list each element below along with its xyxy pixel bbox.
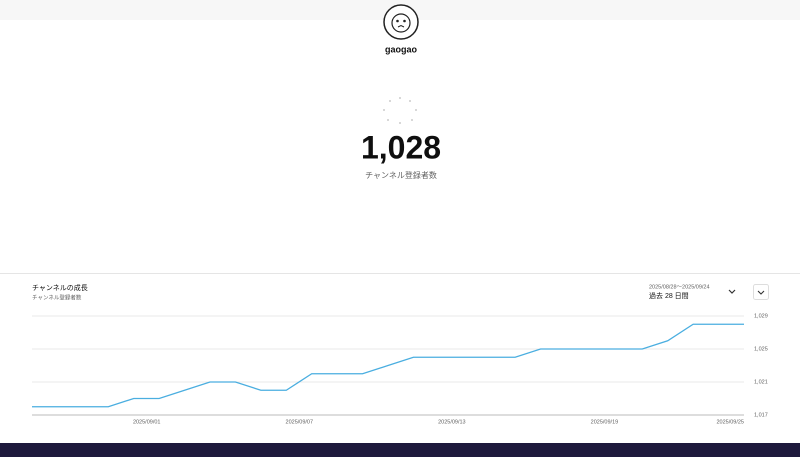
expand-button[interactable] [753,284,769,300]
period-dropdown[interactable] [728,289,736,294]
y-tick-label: 1,017 [754,412,768,418]
loading-spinner [383,97,417,124]
bottom-bar [0,443,800,457]
chart-subtitle: チャンネル登録者数 [32,293,82,301]
subscriber-label: チャンネル登録者数 [365,170,437,180]
subscriber-count: 1,028 [361,129,441,165]
x-tick-label: 2025/09/25 [716,419,744,425]
y-tick-label: 1,021 [754,379,768,385]
line-series [32,323,744,408]
x-tick-label: 2025/09/07 [286,419,314,425]
channel-name: gaogao [385,44,418,54]
x-tick-label: 2025/09/01 [133,419,161,425]
date-range: 2025/08/28～2025/09/24 [649,284,710,290]
period: 過去 28 日間 [649,291,689,300]
avatar[interactable] [383,4,419,40]
y-tick-label: 1,025 [754,346,768,352]
y-tick-label: 1,029 [754,313,768,319]
x-tick-label: 2025/09/13 [438,419,466,425]
chart-title: チャンネルの成長 [32,283,88,292]
x-tick-label: 2025/09/19 [591,419,619,425]
